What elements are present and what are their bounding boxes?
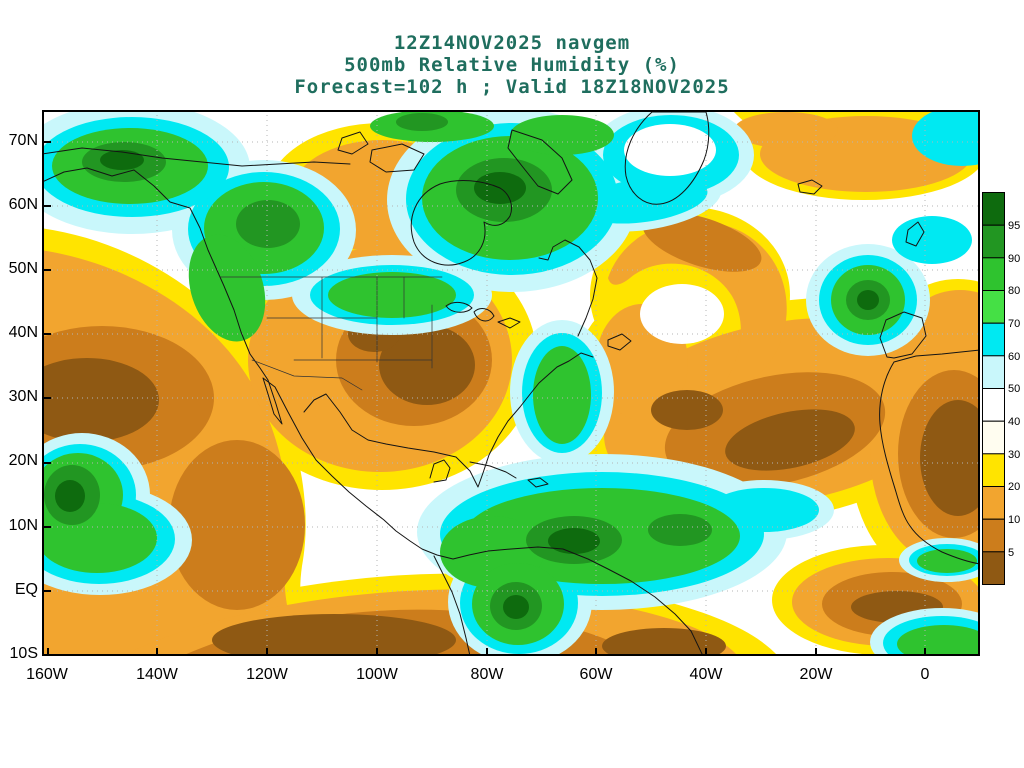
title-line-3: Forecast=102 h ; Valid 18Z18NOV2025 <box>294 76 730 98</box>
political-borders <box>219 276 443 391</box>
svg-text:80: 80 <box>1008 285 1020 297</box>
svg-text:90: 90 <box>1008 253 1020 265</box>
lon-label-60w: 60W <box>579 666 613 683</box>
lon-label-80w: 80W <box>470 666 504 683</box>
svg-text:60: 60 <box>1008 351 1020 363</box>
graticule-gridlines <box>42 110 980 656</box>
map-frame <box>42 110 980 656</box>
coastlines <box>42 111 980 656</box>
svg-text:70: 70 <box>1008 318 1020 330</box>
svg-text:40: 40 <box>1008 416 1020 428</box>
lon-label-140w: 140W <box>136 666 178 683</box>
lon-label-0: 0 <box>920 666 930 683</box>
lat-label-20n: 20N <box>8 452 38 469</box>
colorbar-segments <box>982 192 1005 585</box>
white-dry-slot-patches <box>624 124 724 344</box>
lon-label-100w: 100W <box>356 666 398 683</box>
colorbar-labels: 95 90 80 70 60 50 40 30 20 10 5 <box>1008 220 1020 559</box>
svg-text:95: 95 <box>1008 220 1020 232</box>
lat-label-eq: EQ <box>14 581 38 598</box>
colorbar: 95 90 80 70 60 50 40 30 20 10 5 <box>982 192 1020 585</box>
lat-label-60n: 60N <box>8 196 38 213</box>
lon-label-160w: 160W <box>26 666 68 683</box>
lat-label-30n: 30N <box>8 388 38 405</box>
svg-text:20: 20 <box>1008 481 1020 493</box>
svg-text:5: 5 <box>1008 547 1014 559</box>
chart-title: 12Z14NOV2025 navgem 500mb Relative Humid… <box>0 32 1024 98</box>
lat-label-50n: 50N <box>8 260 38 277</box>
axis-ticks <box>44 141 926 654</box>
title-line-1: 12Z14NOV2025 navgem <box>393 32 631 54</box>
lat-label-10n: 10N <box>8 517 38 534</box>
svg-text:30: 30 <box>1008 449 1020 461</box>
svg-text:10: 10 <box>1008 514 1020 526</box>
svg-text:50: 50 <box>1008 383 1020 395</box>
humidity-map <box>42 110 980 656</box>
lon-label-120w: 120W <box>246 666 288 683</box>
lon-label-20w: 20W <box>799 666 833 683</box>
lat-label-10s: 10S <box>9 645 38 662</box>
lat-label-40n: 40N <box>8 324 38 341</box>
title-line-2: 500mb Relative Humidity (%) <box>344 54 680 76</box>
lon-label-40w: 40W <box>689 666 723 683</box>
lat-label-70n: 70N <box>8 132 38 149</box>
